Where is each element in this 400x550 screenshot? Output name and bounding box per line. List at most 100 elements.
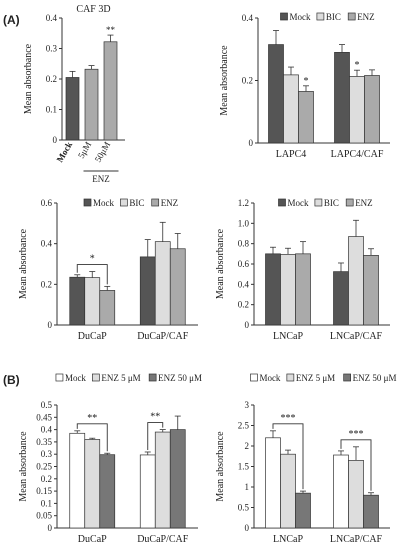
chart4-bar: [333, 271, 349, 326]
panel-label-a: (A): [3, 13, 20, 27]
chart6-legend-entry: ENZ 50 μM: [353, 373, 397, 383]
chart4-legend-entry: ENZ: [355, 198, 373, 208]
chart6-category-label: LNCaP/CAF: [330, 534, 383, 545]
chart5-y-tick-label: 0.15: [36, 486, 52, 496]
chart6-y-tick-label: 1.5: [238, 462, 250, 472]
chart5-bar: [139, 454, 156, 529]
chart3-bar: [69, 276, 86, 326]
chart4-y-tick-label: 1.0: [238, 218, 250, 228]
chart5-legend-entry: Mock: [65, 373, 86, 383]
chart4-legend-swatch: [345, 198, 354, 207]
chart1-significance: **: [106, 25, 116, 35]
chart6-legend-swatch: [250, 373, 258, 382]
chart3-significance-bracket: [76, 264, 108, 285]
chart3-legend-swatch: [151, 198, 160, 207]
chart3-legend-entry: Mock: [93, 198, 114, 208]
chart1-bar: [84, 68, 99, 141]
chart2-bar: [283, 74, 299, 144]
chart6-y-tick-label: 2.5: [238, 421, 250, 431]
chart6-legend-swatch: [343, 373, 351, 382]
chart6-y-tick-label: 0.5: [238, 503, 250, 513]
chart5-significance-bracket: [147, 422, 164, 450]
chart5-y-tick-label: 0.25: [36, 462, 52, 472]
chart6-bar: [348, 460, 364, 529]
chart4-category-label: LNCaP: [273, 331, 303, 342]
chart3-bar: [139, 256, 156, 326]
chart1-y-tick-label: 0.1: [46, 105, 57, 115]
chart1-group-label: ENZ: [92, 174, 110, 184]
chart4-bar: [363, 255, 379, 326]
chart4-y-tick-label: 0.6: [238, 259, 250, 269]
chart4-y-tick-label: 0.2: [238, 300, 249, 310]
chart6-bar: [295, 492, 311, 529]
chart5-significance: **: [150, 412, 160, 423]
chart6-category-label: LNCaP: [273, 534, 303, 545]
chart4-category-label: LNCaP/CAF: [330, 331, 383, 342]
chart3-y-axis-label: Mean absorbance: [18, 228, 29, 299]
chart5-bar: [169, 429, 186, 529]
chart1-bar: [65, 77, 80, 141]
chart5-significance-bracket: [76, 423, 108, 452]
chart5-category-label: DuCaP/CAF: [137, 534, 189, 545]
chart2-bar: [268, 44, 284, 144]
chart5-y-tick-label: 0.2: [41, 474, 52, 484]
chart6-bar: [333, 454, 349, 529]
chart2-bar: [364, 75, 380, 144]
chart1-title: CAF 3D: [76, 4, 110, 15]
chart2-y-tick-label: 0.4: [242, 13, 254, 23]
chart2-y-tick-label: 0: [249, 138, 254, 148]
chart1-y-axis-label: Mean absorbance: [23, 43, 34, 114]
chart5-y-tick-label: 0.1: [41, 498, 52, 508]
chart4-legend-entry: BIC: [324, 198, 339, 208]
chart4-bar: [280, 253, 296, 326]
chart5-bar: [154, 431, 171, 529]
chart3-y-tick-label: 0.2: [41, 279, 52, 289]
chart1-y-tick-label: 0.2: [46, 74, 57, 84]
chart1-y-tick-label: 0.4: [46, 13, 58, 23]
chart4-bar: [348, 236, 364, 326]
chart5-legend-entry: ENZ 5 μM: [101, 373, 140, 383]
chart2-bar: [298, 91, 314, 144]
chart4-y-tick-label: 1.2: [238, 198, 249, 208]
chart3-legend-swatch: [83, 198, 92, 207]
chart2-bar: [349, 76, 365, 144]
chart2-significance: *: [304, 76, 309, 87]
chart2-significance: *: [355, 60, 360, 71]
panel-label-b: (B): [3, 373, 20, 387]
chart3-y-tick-label: 0.6: [41, 198, 53, 208]
chart6-bar: [280, 453, 296, 529]
chart5-legend-swatch: [148, 373, 157, 382]
chart1-bar: [103, 41, 118, 141]
chart2-legend-entry: ENZ: [357, 12, 375, 22]
chart4-y-tick-label: 0.8: [238, 239, 250, 249]
chart2-legend-entry: Mock: [290, 12, 311, 22]
chart6-bar: [363, 494, 379, 529]
chart6-legend-entry: Mock: [259, 373, 280, 383]
chart1-category-label: Mock: [55, 140, 75, 164]
chart5-bar: [69, 432, 86, 529]
chart5-category-label: DuCaP: [78, 534, 107, 545]
chart5-legend-swatch: [91, 373, 100, 382]
chart2-legend-swatch: [316, 12, 325, 21]
chart6-y-tick-label: 0: [245, 523, 250, 533]
chart5-legend-entry: ENZ 50 μM: [158, 373, 202, 383]
chart4-y-tick-label: 0: [245, 320, 250, 330]
chart5-y-tick-label: 0.05: [36, 511, 52, 521]
chart1-y-tick-label: 0.3: [46, 44, 58, 54]
chart6-significance-bracket: [340, 439, 372, 491]
chart4-bar: [295, 253, 311, 326]
chart4-legend-swatch: [278, 198, 286, 207]
chart1-category-label: 50μM: [93, 140, 113, 164]
chart5-y-tick-label: 0.35: [36, 437, 52, 447]
chart6-bar: [265, 437, 281, 529]
chart6-significance-bracket: [272, 423, 304, 490]
chart5-legend-swatch: [55, 373, 64, 382]
chart5-significance: **: [87, 413, 97, 424]
chart3-category-label: DuCaP: [78, 331, 107, 342]
chart3-legend-swatch: [120, 198, 128, 207]
chart3-category-label: DuCaP/CAF: [137, 331, 189, 342]
chart6-y-tick-label: 2: [245, 441, 250, 451]
chart2-bar: [334, 52, 350, 144]
chart6-y-tick-label: 3: [245, 400, 250, 410]
